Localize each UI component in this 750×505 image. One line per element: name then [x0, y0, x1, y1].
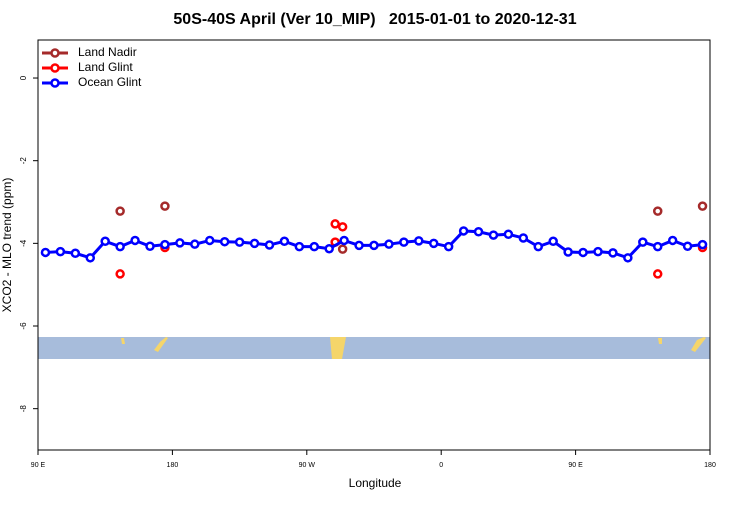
x-tick-label: 90 E: [31, 462, 46, 469]
point: [145, 241, 155, 251]
point: [190, 239, 200, 249]
point: [682, 241, 693, 251]
land: [154, 337, 168, 352]
point: [503, 229, 514, 240]
legend-swatch-point: [50, 78, 60, 88]
point: [85, 253, 96, 263]
point: [638, 237, 648, 247]
point: [324, 243, 334, 254]
point: [264, 240, 275, 250]
point: [249, 238, 260, 249]
y-tick-label: -4: [19, 239, 28, 247]
map-strip: [38, 337, 710, 359]
point: [593, 246, 603, 257]
y-tick-label: -8: [19, 405, 28, 413]
point: [160, 239, 170, 250]
x-tick-label: 180: [167, 462, 179, 469]
plot-frame: [37, 39, 711, 451]
legend-label: Land Nadir: [78, 45, 137, 59]
point: [294, 241, 305, 252]
point: [488, 230, 499, 240]
point: [697, 201, 708, 211]
land: [330, 337, 346, 359]
y-tick-label: -6: [19, 322, 28, 330]
point: [339, 235, 349, 246]
point: [219, 236, 230, 247]
x-tick-label: 90 W: [299, 462, 316, 469]
point: [175, 238, 185, 248]
point: [563, 247, 573, 257]
x-tick-label: 90 E: [568, 462, 583, 469]
y-tick-label: 0: [19, 75, 28, 80]
point: [399, 237, 409, 247]
point: [337, 222, 348, 232]
point: [652, 241, 663, 252]
x-tick-label: 180: [704, 462, 716, 469]
point: [309, 241, 320, 252]
point: [40, 247, 51, 258]
point: [369, 240, 379, 251]
legend-swatch-point: [50, 63, 60, 73]
legend-label: Ocean Glint: [78, 75, 142, 89]
point: [115, 269, 125, 279]
point: [458, 226, 469, 236]
point: [652, 206, 663, 216]
point: [533, 241, 544, 252]
point: [354, 240, 364, 251]
point: [330, 219, 340, 229]
y-tick-label: -2: [19, 157, 28, 165]
point: [337, 244, 348, 254]
point: [130, 235, 140, 246]
point: [623, 253, 633, 263]
x-axis-label: Longitude: [349, 476, 402, 490]
point: [428, 238, 439, 249]
point: [70, 248, 81, 259]
land: [121, 338, 125, 344]
point: [652, 269, 663, 279]
point: [608, 248, 618, 258]
ocean-band: [38, 337, 710, 359]
point: [204, 235, 215, 246]
point: [443, 241, 454, 252]
point: [518, 233, 529, 243]
point: [548, 236, 558, 247]
chart-title: 50S-40S April (Ver 10_MIP) 2015-01-01 to…: [173, 11, 576, 28]
point: [115, 241, 125, 252]
y-axis-label: XCO2 - MLO trend (ppm): [0, 178, 14, 313]
point: [160, 201, 170, 211]
x-tick-label: 0: [439, 462, 443, 469]
legend-label: Land Glint: [78, 60, 133, 74]
point: [234, 237, 245, 247]
land: [691, 337, 706, 352]
legend-swatch-point: [50, 48, 60, 58]
point: [667, 235, 678, 246]
point: [100, 236, 110, 247]
point: [384, 239, 394, 249]
point: [55, 246, 66, 257]
land: [658, 338, 662, 344]
point: [279, 236, 290, 247]
point: [697, 239, 708, 250]
point: [473, 227, 484, 237]
point: [578, 247, 588, 258]
point: [115, 206, 125, 216]
point: [414, 236, 424, 246]
